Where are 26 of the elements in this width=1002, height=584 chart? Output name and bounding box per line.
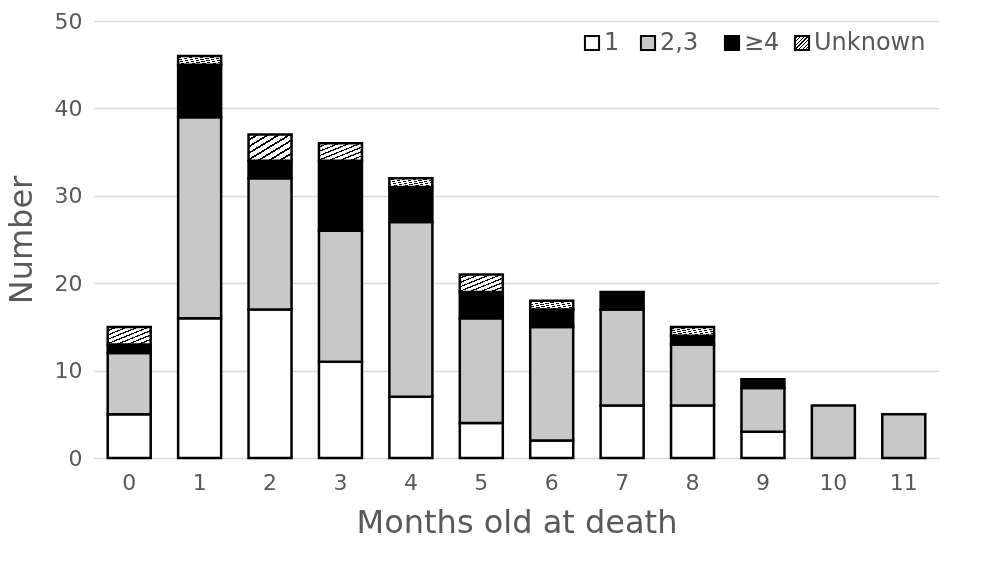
- x-tick-label: 5: [474, 469, 489, 495]
- x-tick-label: 6: [544, 469, 559, 495]
- x-tick-label: 10: [819, 469, 848, 495]
- y-tick-label: 50: [54, 8, 83, 34]
- x-tick-label: 8: [685, 469, 700, 495]
- legend-label: ≥4: [744, 28, 780, 56]
- x-tick-label: 7: [615, 469, 630, 495]
- y-tick-label: 20: [54, 270, 83, 296]
- y-tick-label: 40: [54, 95, 83, 121]
- x-tick-label: 9: [755, 469, 770, 495]
- legend-label: 2,3: [660, 28, 699, 56]
- x-tick-label: 11: [889, 469, 918, 495]
- x-axis-title: Months old at death: [356, 502, 678, 541]
- x-tick-label: 4: [403, 469, 418, 495]
- x-tick-label: 3: [333, 469, 348, 495]
- y-tick-label: 10: [54, 358, 83, 384]
- y-tick-label: 30: [54, 183, 83, 209]
- legend-label: Unknown: [814, 28, 926, 56]
- bar: [810, 404, 857, 460]
- x-tick-label: 1: [192, 469, 207, 495]
- x-tick-label: 0: [122, 469, 137, 495]
- legend-label: 1: [604, 28, 620, 56]
- y-axis-title: Number: [1, 174, 40, 305]
- x-tick-label: 2: [263, 469, 278, 495]
- y-tick-label: 0: [68, 445, 83, 471]
- bar: [881, 413, 927, 460]
